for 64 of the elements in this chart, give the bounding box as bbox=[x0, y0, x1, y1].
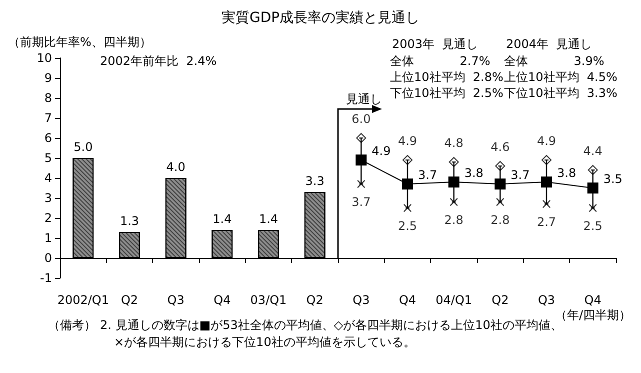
annotation: 全体 3.9% bbox=[504, 54, 604, 68]
x-tick-label: Q2 bbox=[306, 293, 324, 307]
y-tick-label: 8 bbox=[44, 91, 52, 105]
x-tick-label: Q3 bbox=[538, 293, 556, 307]
x-tick-label: Q2 bbox=[120, 293, 138, 307]
data-label: 4.4 bbox=[583, 144, 602, 158]
data-label: 3.8 bbox=[557, 166, 576, 180]
data-label: 4.9 bbox=[398, 134, 418, 148]
text: （備考） bbox=[48, 318, 96, 332]
y-tick-label: 10 bbox=[36, 51, 52, 65]
data-label: 3.5 bbox=[603, 172, 622, 186]
data-label: 3.3 bbox=[305, 174, 324, 188]
x-tick-label: 04/Q1 bbox=[436, 293, 472, 307]
annotation: 見通し bbox=[346, 92, 382, 106]
data-label: 1.3 bbox=[120, 214, 140, 228]
x-tick-label: Q3 bbox=[167, 293, 184, 307]
data-label: 4.0 bbox=[166, 160, 186, 174]
data-label: 2.7 bbox=[536, 215, 556, 229]
y-axis-title: （前期比年率%、四半期） bbox=[8, 35, 152, 49]
data-label: 3.7 bbox=[418, 168, 438, 182]
y-tick-label: 0 bbox=[44, 251, 52, 265]
data-label: 2.8 bbox=[444, 213, 464, 227]
annotation: 2002年前年比 2.4% bbox=[100, 54, 217, 68]
y-tick-label: 9 bbox=[44, 71, 52, 85]
text: ×が各四半期における下位10社の平均値を示している。 bbox=[114, 335, 416, 349]
point bbox=[402, 178, 413, 190]
x-tick-label: Q4 bbox=[584, 293, 602, 307]
annotation: 上位10社平均 4.5% bbox=[504, 70, 618, 84]
data-label: 2.8 bbox=[490, 213, 510, 227]
data-label: 3.7 bbox=[352, 195, 371, 209]
x-tick-label: 03/Q1 bbox=[250, 293, 287, 307]
y-tick-label: 6 bbox=[44, 131, 52, 145]
x-tick-label: Q2 bbox=[492, 293, 509, 307]
x-tick-label: Q3 bbox=[352, 293, 370, 307]
y-tick-label: -1 bbox=[40, 271, 52, 285]
x-tick-label: 2002/Q1 bbox=[57, 293, 110, 307]
data-label: 3.8 bbox=[464, 166, 484, 180]
annotation: 上位10社平均 2.8% bbox=[390, 70, 504, 84]
data-label: 6.0 bbox=[352, 112, 371, 126]
data-label: 5.0 bbox=[74, 140, 93, 154]
data-label: 3.7 bbox=[510, 168, 530, 182]
chart-title: 実質GDP成長率の実績と見通し bbox=[221, 10, 420, 26]
y-tick-label: 1 bbox=[44, 231, 52, 245]
x-tick-label: Q4 bbox=[398, 293, 416, 307]
annotation: 下位10社平均 2.5% bbox=[390, 86, 504, 100]
data-label: 1.4 bbox=[258, 212, 278, 226]
annotation: 全体 2.7% bbox=[390, 54, 490, 68]
y-tick-label: 7 bbox=[44, 111, 52, 125]
data-label: 2.5 bbox=[398, 219, 418, 233]
x-tick-label: Q4 bbox=[214, 293, 231, 307]
data-label: 2.5 bbox=[583, 219, 602, 233]
y-tick-label: 2 bbox=[44, 211, 52, 225]
point bbox=[541, 176, 552, 188]
data-label: 4.9 bbox=[536, 134, 556, 148]
data-label: 4.6 bbox=[490, 140, 510, 154]
data-label: 4.8 bbox=[444, 136, 464, 150]
text: 2003年 見通し bbox=[392, 37, 478, 51]
text: 2004年 見通し bbox=[506, 37, 592, 51]
y-tick-label: 3 bbox=[44, 191, 52, 205]
y-tick-label: 4 bbox=[44, 171, 52, 185]
annotation: 下位10社平均 3.3% bbox=[504, 86, 618, 100]
y-tick-label: 5 bbox=[44, 151, 52, 165]
data-label: 4.9 bbox=[372, 144, 391, 158]
data-label: 1.4 bbox=[212, 212, 232, 226]
